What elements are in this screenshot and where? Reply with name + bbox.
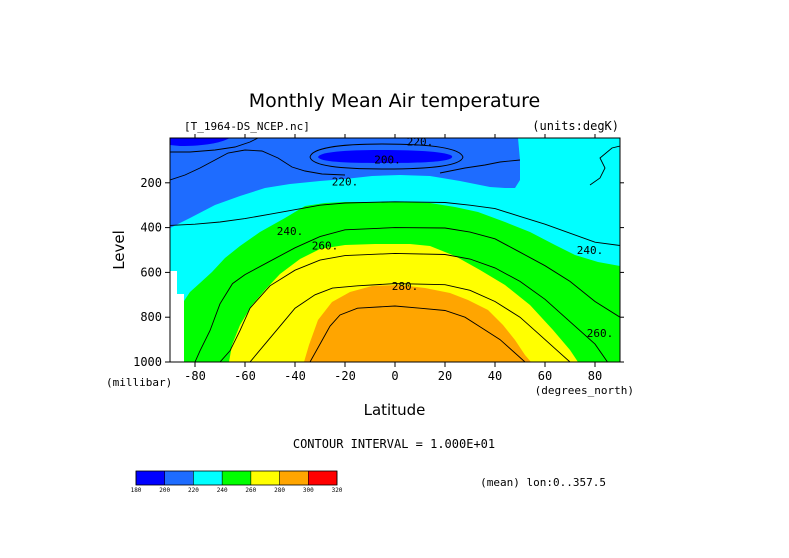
colorbar-swatch [136,471,165,485]
colorbar-swatch [308,471,337,485]
colorbar-label: 220 [188,487,199,494]
y-axis-units: (millibar) [106,376,172,389]
colorbar-label: 180 [131,487,142,494]
y-tick-label: 400 [140,221,162,235]
missing-data-upper [170,271,177,294]
x-axis-label: Latitude [364,401,426,419]
contour-label: 200. [374,153,401,166]
contour-line-220-right [439,159,521,174]
contour-line-210 [170,138,259,153]
contour-lines [170,201,620,362]
contour-line-210-right [589,145,620,186]
contour-label: 260. [312,240,339,253]
y-tick-label: 1000 [133,355,162,369]
x-tick-label: -80 [184,369,206,383]
contour-label: 220. [407,135,434,148]
chart-title: Monthly Mean Air temperature [249,90,540,112]
upper-contour-lines [170,138,620,186]
filled-contour-regions [170,138,620,362]
contour-label: 280. [392,280,419,293]
contour-line-240 [170,201,620,246]
colorbar-swatch [164,471,194,485]
contour-line-250 [194,227,620,362]
units-label: (units:degK) [532,119,619,133]
y-axis-label: Level [110,230,128,270]
contour-label: 240. [277,225,304,238]
colorbar: 180 200 220 240 260 280 300 320 [131,470,343,494]
y-tick-label: 600 [140,265,162,279]
colorbar-swatch [193,471,223,485]
colorbar-label: 300 [303,487,314,494]
y-tick-label: 200 [140,176,162,190]
contour-label: 260. [587,327,614,340]
x-tick-label: 40 [488,369,502,383]
band-180-200 [318,150,453,163]
colorbar-label: 320 [332,487,343,494]
contour-label: 240. [577,244,604,257]
contour-interval-text: CONTOUR INTERVAL = 1.000E+01 [293,437,495,451]
source-label: [T_1964-DS_NCEP.nc] [184,120,310,133]
colorbar-label: 280 [274,487,285,494]
colorbar-swatch [279,471,309,485]
x-tick-label: 60 [538,369,552,383]
contour-line-200 [309,143,464,170]
mean-text: (mean) lon:0..357.5 [480,476,606,489]
x-tick-label: -60 [234,369,256,383]
contour-labels: 220. 200. 220. 240. 260. 280. 240. 260. [277,135,614,340]
band-180-200-topleft [170,138,230,146]
colorbar-label: 260 [245,487,256,494]
x-tick-label: 0 [391,369,398,383]
colorbar-label: 240 [217,487,228,494]
contour-line-280 [309,305,526,362]
contour-line-220-left [170,149,346,181]
contour-line-270 [249,283,571,362]
contour-label: 220. [332,176,359,189]
colorbar-label: 200 [159,487,170,494]
x-tick-label: -40 [284,369,306,383]
y-tick-label: 800 [140,310,162,324]
band-280-300 [304,285,531,362]
x-tick-label: -20 [334,369,356,383]
colorbar-swatch [250,471,280,485]
x-tick-label: 80 [588,369,602,383]
contour-line-260 [219,252,608,362]
x-axis-units: (degrees_north) [535,384,634,397]
axes: -80 -60 -40 -20 0 20 40 60 80 200 400 600 800 1000 [133,134,624,383]
colorbar-swatch [222,471,251,485]
x-tick-label: 20 [438,369,452,383]
missing-data-lower [170,294,184,362]
